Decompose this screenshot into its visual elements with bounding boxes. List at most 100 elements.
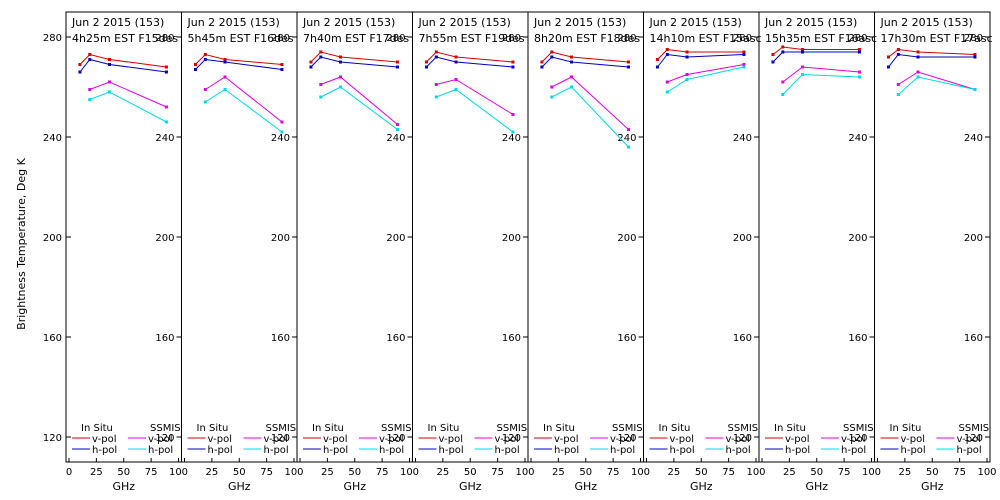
- x-tick-label: 100: [400, 467, 419, 478]
- series-line-ssmis_v: [782, 66, 860, 83]
- y-tick-label: 240: [271, 133, 290, 144]
- y-tick-label: 280: [617, 33, 636, 44]
- y-tick-label: 120: [733, 433, 752, 444]
- data-point-ssmis_v: [108, 80, 112, 84]
- x-tick-label: 100: [977, 467, 996, 478]
- legend-label-ssmis_v: v-pol: [148, 434, 173, 445]
- panel-title-time: 14h10m EST F15asc: [650, 32, 762, 45]
- series-line-insitu_h: [426, 56, 514, 68]
- y-tick-label: 200: [617, 233, 636, 244]
- legend-label-insitu_h: h-pol: [785, 445, 810, 456]
- data-point-insitu_h: [193, 68, 197, 71]
- y-tick-label-left: 200: [43, 233, 62, 244]
- legend-label-ssmis_v: v-pol: [841, 434, 866, 445]
- data-point-insitu_h: [781, 50, 785, 54]
- y-tick-label: 200: [733, 233, 752, 244]
- series-line-ssmis_h: [436, 88, 514, 133]
- data-point-ssmis_h: [88, 98, 92, 101]
- data-point-insitu_h: [280, 68, 284, 71]
- data-point-ssmis_h: [973, 88, 977, 91]
- panel-title-time: 7h40m EST F17des: [303, 32, 409, 45]
- y-tick-label-left: 280: [43, 33, 62, 44]
- series-line-insitu_h: [772, 51, 860, 63]
- legend-label-insitu_v: v-pol: [901, 434, 926, 445]
- legend-label-insitu_h: h-pol: [901, 445, 926, 456]
- data-point-ssmis_h: [434, 95, 438, 99]
- legend-label-ssmis_v: v-pol: [264, 434, 289, 445]
- panel-6: Jun 2 2015 (153) 14h10m EST F15asc 120 160 2…: [643, 11, 766, 493]
- legend-group-in-situ: In Situ: [312, 423, 344, 434]
- legend-label-insitu_v: v-pol: [92, 434, 117, 445]
- legend-group-ssmis: SSMIS: [728, 423, 759, 434]
- series-line-insitu_v: [772, 46, 860, 55]
- data-point-insitu_v: [319, 50, 323, 54]
- y-tick-label: 200: [502, 233, 521, 244]
- data-point-ssmis_v: [781, 80, 785, 84]
- y-tick-label: 120: [964, 433, 983, 444]
- data-point-insitu_v: [434, 50, 438, 54]
- data-point-ssmis_v: [896, 83, 900, 86]
- data-point-insitu_h: [223, 60, 227, 64]
- data-point-insitu_h: [886, 65, 890, 69]
- panel-title-date: Jun 2 2015 (153): [418, 16, 511, 29]
- y-tick-label: 160: [733, 333, 752, 344]
- data-point-ssmis_h: [896, 93, 900, 96]
- data-point-insitu_v: [395, 60, 399, 64]
- data-point-insitu_h: [309, 65, 313, 69]
- panel-title-time: 7h55m EST F19des: [419, 32, 525, 45]
- data-point-ssmis_h: [280, 130, 284, 134]
- series-line-ssmis_h: [89, 91, 167, 123]
- panel-title-date: Jun 2 2015 (153): [533, 16, 626, 29]
- data-point-insitu_h: [857, 50, 861, 54]
- data-point-insitu_v: [108, 58, 112, 61]
- data-point-insitu_v: [665, 48, 669, 51]
- data-point-insitu_h: [203, 58, 207, 61]
- data-point-ssmis_h: [319, 95, 323, 99]
- y-tick-label: 240: [617, 133, 636, 144]
- panel-title-date: Jun 2 2015 (153): [302, 16, 395, 29]
- x-tick-label: 100: [631, 467, 650, 478]
- y-tick-label: 240: [155, 133, 174, 144]
- y-tick-label: 200: [848, 233, 867, 244]
- data-point-ssmis_h: [665, 90, 669, 94]
- data-point-insitu_v: [309, 60, 313, 64]
- data-point-ssmis_h: [395, 128, 399, 131]
- x-tick-label: 75: [607, 467, 620, 478]
- legend-label-ssmis_h: h-pol: [726, 445, 751, 456]
- series-line-ssmis_h: [205, 88, 283, 133]
- data-point-insitu_h: [395, 65, 399, 69]
- series-line-insitu_v: [888, 48, 976, 58]
- data-point-insitu_v: [280, 63, 284, 66]
- y-tick-label: 240: [964, 133, 983, 144]
- series-line-insitu_v: [310, 51, 398, 63]
- x-tick-label: 25: [90, 467, 103, 478]
- data-point-ssmis_v: [550, 85, 554, 89]
- panel-title-date: Jun 2 2015 (153): [187, 16, 280, 29]
- data-point-insitu_v: [742, 50, 746, 54]
- data-point-insitu_v: [916, 50, 920, 54]
- data-point-insitu_h: [339, 60, 343, 64]
- y-tick-label: 120: [155, 433, 174, 444]
- data-point-insitu_h: [973, 55, 977, 59]
- legend-group-ssmis: SSMIS: [497, 423, 528, 434]
- legend-label-insitu_h: h-pol: [554, 445, 579, 456]
- data-point-insitu_v: [88, 53, 92, 56]
- x-tick-label: 50: [117, 467, 130, 478]
- x-axis-label: GHz: [343, 480, 366, 493]
- legend-label-insitu_v: v-pol: [208, 434, 233, 445]
- data-point-insitu_v: [78, 63, 82, 66]
- data-point-ssmis_h: [164, 120, 168, 124]
- panel-7: Jun 2 2015 (153) 15h35m EST F16asc 120 160 2…: [758, 11, 881, 493]
- data-point-ssmis_v: [665, 80, 669, 84]
- data-point-insitu_v: [223, 58, 227, 61]
- legend-label-insitu_h: h-pol: [92, 445, 117, 456]
- panel-title-time: 5h45m EST F16des: [188, 32, 294, 45]
- data-point-insitu_h: [655, 65, 659, 69]
- data-point-insitu_h: [665, 53, 669, 56]
- data-point-insitu_h: [916, 55, 920, 59]
- legend-label-ssmis_v: v-pol: [379, 434, 404, 445]
- y-axis-label: Brightness Temperature, Deg K: [15, 157, 28, 329]
- data-point-ssmis_v: [339, 75, 343, 79]
- data-point-insitu_v: [896, 48, 900, 51]
- data-point-insitu_v: [570, 55, 574, 59]
